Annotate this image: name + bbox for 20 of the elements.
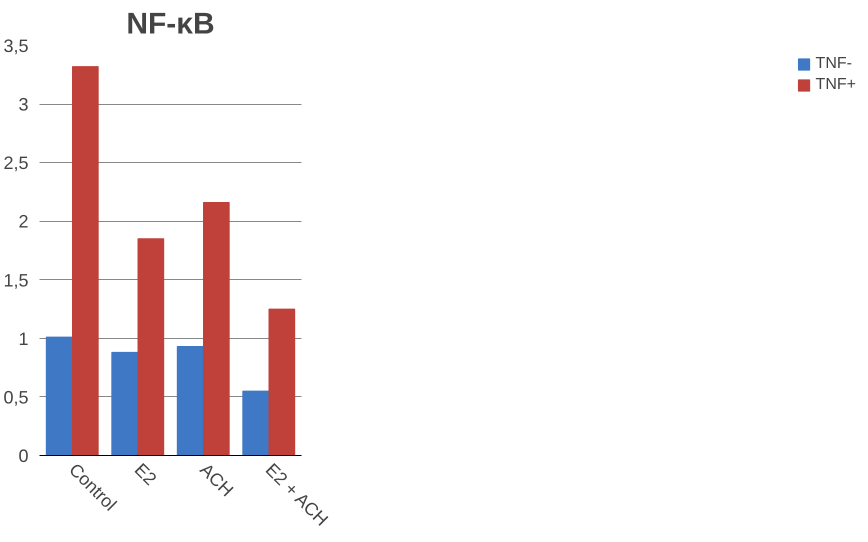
bar bbox=[203, 202, 230, 456]
legend-label: TNF+ bbox=[816, 76, 856, 94]
y-tick-label: 0,5 bbox=[3, 387, 29, 408]
bar bbox=[111, 352, 138, 456]
y-tick-label: 2,5 bbox=[3, 153, 29, 174]
y-tick-label: 1 bbox=[18, 328, 29, 349]
y-tick-label: 2 bbox=[18, 212, 29, 232]
bar bbox=[176, 346, 204, 456]
y-tick-label: 1,5 bbox=[3, 270, 29, 290]
bar bbox=[138, 238, 164, 456]
y-tick-label: 3,5 bbox=[3, 36, 29, 56]
legend-label: TNF- bbox=[816, 55, 852, 73]
y-tick-label: 0 bbox=[18, 446, 29, 466]
bar bbox=[46, 336, 72, 456]
bar bbox=[72, 66, 99, 456]
chart-title: NF-κB bbox=[126, 8, 215, 40]
bar bbox=[268, 308, 296, 456]
x-tick-label: E2 bbox=[130, 459, 160, 490]
y-tick-label: 3 bbox=[18, 94, 29, 115]
bar bbox=[242, 390, 269, 456]
